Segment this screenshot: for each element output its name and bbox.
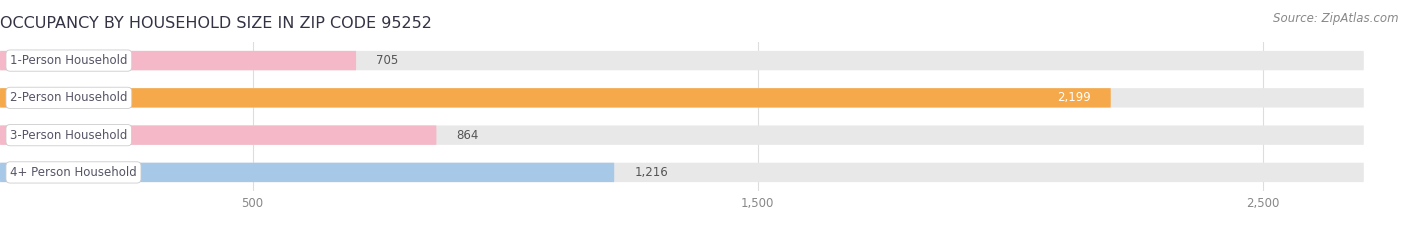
FancyBboxPatch shape <box>0 88 1111 108</box>
FancyBboxPatch shape <box>0 125 1364 145</box>
FancyBboxPatch shape <box>0 51 1364 70</box>
Text: 3-Person Household: 3-Person Household <box>10 129 128 142</box>
Text: OCCUPANCY BY HOUSEHOLD SIZE IN ZIP CODE 95252: OCCUPANCY BY HOUSEHOLD SIZE IN ZIP CODE … <box>0 16 432 31</box>
FancyBboxPatch shape <box>0 88 1364 108</box>
Text: 2,199: 2,199 <box>1057 91 1091 104</box>
Text: 1-Person Household: 1-Person Household <box>10 54 128 67</box>
FancyBboxPatch shape <box>0 51 356 70</box>
Text: 2-Person Household: 2-Person Household <box>10 91 128 104</box>
Text: 4+ Person Household: 4+ Person Household <box>10 166 136 179</box>
Text: 705: 705 <box>377 54 398 67</box>
Text: 1,216: 1,216 <box>634 166 668 179</box>
FancyBboxPatch shape <box>0 125 436 145</box>
FancyBboxPatch shape <box>0 163 1364 182</box>
Text: 864: 864 <box>457 129 479 142</box>
Text: Source: ZipAtlas.com: Source: ZipAtlas.com <box>1274 12 1399 25</box>
FancyBboxPatch shape <box>0 163 614 182</box>
